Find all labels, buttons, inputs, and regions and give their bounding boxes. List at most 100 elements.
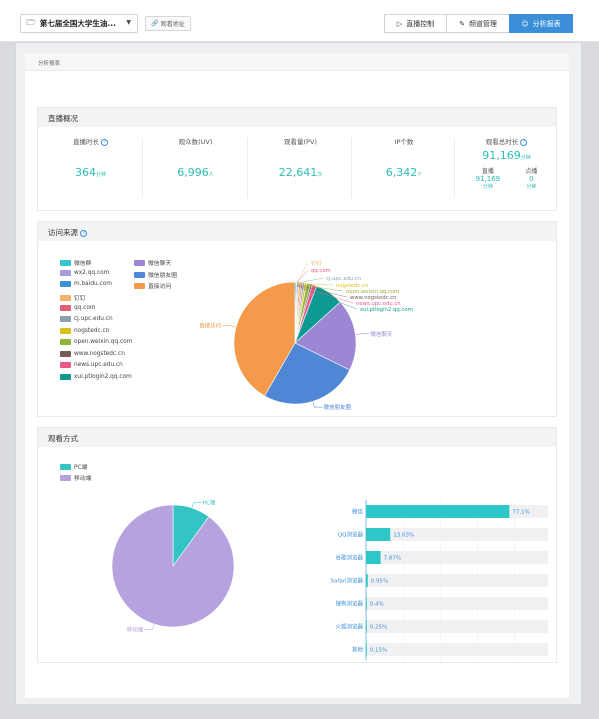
- help-icon[interactable]: ?: [80, 230, 88, 237]
- bar-track: [366, 620, 548, 633]
- pie-label-line: [312, 401, 323, 408]
- divider: [247, 138, 248, 198]
- browser-bar-chart: 0%20%40%60%80%100%微信77.1%QQ浏览器13.03%谷歌浏览…: [331, 500, 548, 660]
- legend-swatch: [60, 350, 71, 357]
- legend-item-xui-ptlogin2-qq-com[interactable]: xui.ptlogin2.qq.com: [60, 373, 132, 380]
- stat-unit: 次: [317, 172, 323, 178]
- pie-label-line: [355, 333, 370, 335]
- pie-label-qq-com: qq.com: [311, 268, 331, 274]
- legend-item-item-1[interactable]: 微信聊天: [134, 258, 171, 267]
- legend-item-mobile[interactable]: 移动端: [60, 473, 91, 482]
- legend-swatch: [60, 294, 71, 301]
- pie-label-nogstedc-cn: nogstedc.cn: [336, 283, 368, 289]
- help-icon[interactable]: ?: [101, 139, 109, 146]
- pie-label-item-11: 微信聊天: [370, 330, 393, 338]
- legend-swatch: [60, 463, 71, 470]
- bar-item-4[interactable]: [366, 597, 367, 610]
- overview-title: 直播概况: [38, 108, 556, 127]
- bar-item-2[interactable]: [366, 551, 381, 564]
- legend-label: 移动端: [74, 476, 92, 482]
- legend-label: 直接访问: [148, 284, 172, 290]
- tab-live-control[interactable]: ▷ 直播控制: [384, 14, 447, 33]
- bar-qq[interactable]: [366, 528, 391, 541]
- pie-slice-item-12[interactable]: [264, 342, 351, 405]
- category-label: 谷歌浏览器: [335, 554, 363, 562]
- legend-swatch: [60, 270, 71, 276]
- pie-slice-item-11[interactable]: [294, 301, 357, 371]
- legend-label: cj.upc.edu.cn: [74, 316, 113, 322]
- play-circle-icon: ▷: [396, 19, 403, 28]
- legend-swatch: [134, 271, 145, 278]
- pie-label-line: [296, 286, 358, 310]
- legend-item-m-baidu-com[interactable]: m.baidu.com: [60, 281, 112, 287]
- bar-item-5[interactable]: [366, 620, 367, 633]
- stat-unit: 人: [208, 172, 214, 178]
- legend-item-pc[interactable]: PC端: [60, 462, 87, 471]
- tab-channel-manage[interactable]: ✎ 频道管理: [446, 14, 510, 33]
- sources-title-row: 访问来源 ?: [38, 222, 556, 241]
- value-label: 77.1%: [512, 510, 529, 516]
- pie-label-news-upc-edu-cn: news.upc.edu.cn: [356, 301, 401, 307]
- legend-item-open-weixin-qq-com[interactable]: open.weixin.qq.com: [60, 339, 132, 345]
- bar-item-0[interactable]: [366, 505, 510, 518]
- user-circle-icon: ☺: [521, 19, 529, 28]
- category-label: QQ浏览器: [338, 531, 364, 539]
- legend-item-item-6[interactable]: 钉钉: [60, 293, 86, 302]
- link-icon: 🔗: [151, 20, 159, 27]
- stat-label: 观看量(PV): [284, 138, 317, 146]
- legend-item-cj-upc-edu-cn[interactable]: cj.upc.edu.cn: [60, 316, 113, 322]
- stat-uv: 观众数(UV) 6,996人: [143, 136, 248, 179]
- legend-item-item-5[interactable]: 直接访问: [134, 281, 171, 290]
- category-label: Safari浏览器: [331, 577, 364, 585]
- tab-analysis-report[interactable]: ☺ 分析报表: [509, 14, 573, 33]
- pie-label-line: [296, 262, 309, 283]
- pie-label-pc: PC端: [203, 498, 216, 506]
- stat-live-duration: 直播时长 ? 364分钟: [38, 136, 143, 179]
- help-icon[interactable]: ?: [520, 139, 528, 146]
- legend-label: m.baidu.com: [74, 281, 112, 287]
- tab-label: 分析报表: [532, 19, 561, 28]
- live-unit: 分钟: [482, 184, 493, 190]
- pie-label-line: [296, 283, 334, 286]
- pie-label-item-13: 直接访问: [199, 322, 221, 330]
- category-label: 搜狗浏览器: [335, 600, 363, 608]
- pie-label-cj-upc-edu-cn: cj.upc.edu.cn: [326, 276, 361, 282]
- live-label: 直播: [481, 168, 494, 175]
- legend-label: xui.ptlogin2.qq.com: [74, 373, 132, 380]
- watch-url-button[interactable]: 🔗 观看地址: [145, 16, 191, 31]
- watch-url-label: 观看地址: [160, 21, 185, 28]
- divider: [142, 138, 143, 198]
- legend-item-item-0[interactable]: 微信群: [60, 258, 91, 267]
- stat-label: 观看总时长: [485, 138, 519, 146]
- folder-icon: 🗁: [26, 17, 36, 27]
- stat-value: 364: [74, 166, 96, 179]
- legend-item-item-3[interactable]: 微信朋友圈: [134, 270, 177, 279]
- value-label: 0.95%: [371, 579, 388, 585]
- stat-ip: IP个数 6,342个: [352, 136, 456, 179]
- bar-safari[interactable]: [366, 574, 368, 587]
- legend-swatch: [60, 373, 71, 380]
- legend-item-news-upc-edu-cn[interactable]: news.upc.edu.cn: [60, 362, 123, 368]
- pie-slice-item-1[interactable]: [111, 504, 235, 628]
- stat-unit: 个: [417, 172, 423, 178]
- bar-track: [366, 528, 548, 541]
- legend-label: 微信聊天: [148, 261, 172, 267]
- stat-unit: 分钟: [520, 155, 531, 161]
- pie-label-line: [296, 269, 309, 283]
- legend-item-nogstedc-cn[interactable]: nogstedc.cn: [60, 327, 109, 334]
- legend-item-www-nogstedc-cn[interactable]: www.nogstedc.cn: [60, 350, 125, 357]
- legend-item-qq-com[interactable]: qq.com: [60, 304, 96, 311]
- bar-item-6[interactable]: [366, 643, 367, 656]
- divider: [351, 138, 352, 198]
- vod-unit: 分钟: [526, 184, 537, 190]
- value-label: 13.03%: [393, 533, 414, 539]
- vod-label: 点播: [525, 168, 538, 175]
- pie-label-xui-ptlogin2-qq-com: xui.ptlogin2.qq.com: [360, 307, 413, 313]
- stat-label: 直播时长: [72, 138, 99, 146]
- category-label: 其他: [352, 646, 364, 654]
- pie-slice-item-13[interactable]: [233, 281, 296, 397]
- legend-item-wx2-qq-com[interactable]: wx2.qq.com: [60, 270, 109, 276]
- category-label: 火狐浏览器: [335, 623, 363, 631]
- event-select[interactable]: 🗁 第七届全国大学生油... ▼: [20, 14, 138, 33]
